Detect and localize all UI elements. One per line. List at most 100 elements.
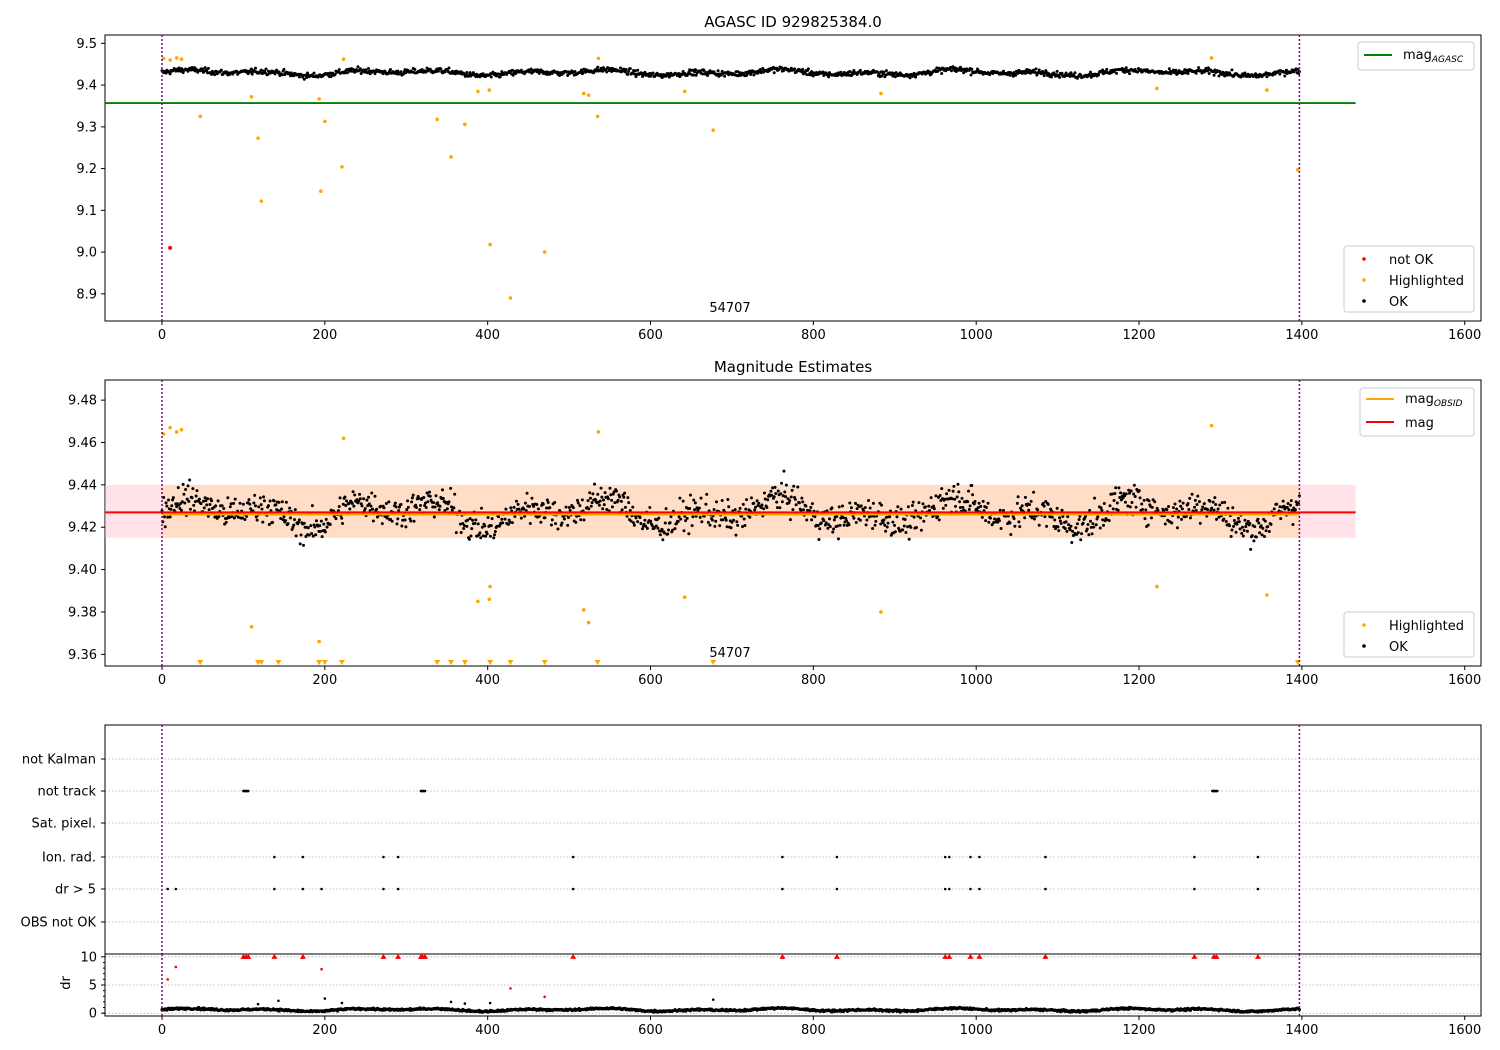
data-point-ok	[1124, 492, 1128, 496]
data-point-ok	[884, 515, 888, 519]
data-point-ok	[1098, 526, 1102, 530]
data-point-ok	[1180, 517, 1184, 521]
y-tick-label: 9.1	[76, 204, 97, 219]
data-point-ok	[1088, 508, 1092, 512]
data-point-ok	[418, 508, 422, 512]
data-point-ok	[169, 507, 173, 511]
data-point-ok	[573, 69, 577, 73]
data-point-ok	[450, 508, 454, 512]
data-point-ok	[766, 498, 770, 502]
data-point-ok	[847, 523, 851, 527]
data-point-ok	[1212, 73, 1216, 77]
data-point-ok	[1070, 541, 1074, 545]
data-point-ok	[801, 508, 805, 512]
data-point-ok	[977, 501, 981, 505]
data-point-ok	[368, 508, 372, 512]
data-point-ok	[382, 506, 386, 510]
y-tick-label: 9.44	[68, 478, 97, 493]
data-point-highlighted	[879, 610, 883, 614]
legend-label-ok: OK	[1389, 295, 1408, 310]
panel-title: AGASC ID 929825384.0	[704, 13, 882, 31]
data-point-ok	[220, 504, 224, 508]
data-point-dr-clipped	[1191, 953, 1198, 959]
data-point-dr-outlier	[174, 965, 178, 969]
data-point-ok	[826, 526, 830, 530]
data-point-ok	[249, 67, 253, 71]
flag-marker	[969, 887, 972, 891]
data-point-ok	[343, 495, 347, 499]
data-point-highlighted	[179, 57, 184, 62]
data-point-ok	[799, 508, 803, 512]
data-point-ok	[468, 517, 472, 521]
data-point-ok	[273, 72, 277, 76]
data-point-ok	[184, 487, 188, 491]
data-point-ok	[1179, 504, 1183, 508]
data-point-ok	[1220, 501, 1224, 505]
data-point-ok	[1105, 518, 1109, 522]
data-point-ok	[393, 501, 397, 505]
data-point-ok	[610, 498, 614, 502]
data-point-ok	[667, 528, 671, 532]
data-point-ok	[1011, 74, 1015, 78]
data-point-ok	[1008, 73, 1012, 77]
flags-panel: not Kalman not track Sat. pixel. Ion. rad. d…	[21, 724, 1482, 955]
data-point-ok	[720, 499, 724, 503]
data-point-ok	[1217, 74, 1221, 78]
data-point-ok	[682, 529, 686, 533]
data-point-ok	[586, 499, 590, 503]
data-point-ok	[894, 71, 898, 75]
data-point-ok	[1241, 525, 1245, 529]
data-point-ok	[269, 509, 273, 513]
data-point-ok	[180, 500, 184, 504]
data-point-ok	[657, 516, 661, 520]
data-point-ok	[836, 537, 840, 541]
data-point-ok	[1224, 519, 1228, 523]
data-point-ok	[893, 530, 897, 534]
data-point-ok	[753, 508, 757, 512]
data-point-ok	[609, 493, 613, 497]
data-point-highlighted	[586, 93, 591, 97]
data-point-ok	[599, 486, 603, 490]
data-point-ok	[437, 508, 441, 512]
data-point-ok	[614, 489, 618, 493]
data-point-ok	[353, 493, 357, 497]
data-point-ok	[347, 501, 351, 505]
data-point-ok	[319, 529, 323, 533]
flag-marker	[948, 887, 951, 891]
data-point-ok	[827, 517, 831, 521]
flag-marker	[571, 887, 575, 891]
data-point-ok	[461, 521, 465, 525]
data-point-ok	[186, 484, 190, 488]
data-point-ok	[852, 516, 856, 520]
data-point-ok	[1281, 499, 1285, 503]
flag-marker	[382, 887, 385, 891]
flag-row-label: not Kalman	[22, 753, 96, 768]
data-point-ok	[345, 499, 349, 503]
data-point-ok	[213, 73, 217, 77]
data-point-ok	[232, 501, 236, 505]
data-point-ok	[791, 508, 795, 512]
data-point-ok	[1245, 529, 1249, 533]
data-point-ok	[714, 519, 718, 523]
data-point-ok	[543, 516, 547, 520]
data-point-ok	[490, 517, 494, 521]
data-point-ok	[581, 70, 585, 74]
data-point-ok	[1246, 519, 1250, 523]
data-point-highlighted	[179, 427, 184, 432]
data-point-ok	[601, 507, 605, 511]
data-point-ok	[454, 531, 458, 535]
data-point-ok	[258, 496, 262, 500]
data-point-ok	[1204, 66, 1208, 70]
data-point-ok	[1262, 534, 1266, 538]
data-point-ok	[548, 506, 552, 510]
data-point-ok	[261, 520, 265, 524]
legend-marker-ok	[1362, 644, 1366, 648]
data-point-ok	[610, 69, 614, 73]
data-point-ok	[809, 505, 813, 509]
data-point-ok	[691, 515, 695, 519]
data-point-ok	[1111, 507, 1115, 511]
data-point-ok	[1049, 75, 1053, 79]
data-point-ok	[1016, 495, 1020, 499]
data-point-ok	[1237, 520, 1241, 524]
